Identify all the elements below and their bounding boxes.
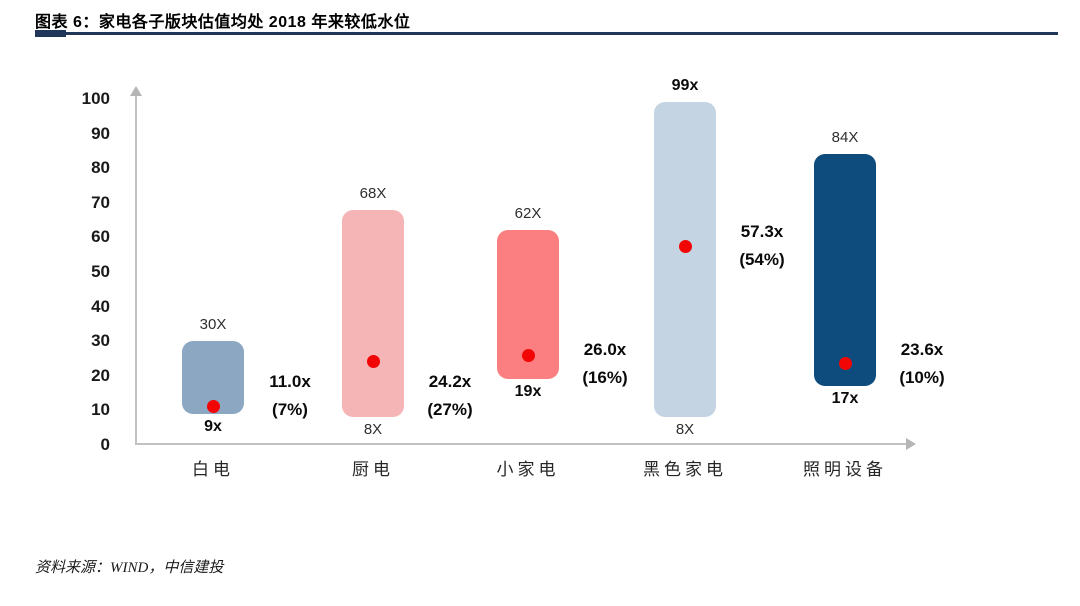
current-value-dot: [521, 348, 535, 362]
bar-max-label: 62X: [514, 205, 542, 223]
chart-area: 0 10 20 30 40 50 60 70 80 90 100 30X 9x 11.0x (7%) 白电 68…: [0, 55, 1080, 525]
percentile-label: (7%): [272, 400, 308, 419]
current-annotation: 23.6x (10%): [876, 336, 968, 392]
bar-max-label: 30X: [199, 316, 227, 334]
current-value-label: 57.3x: [740, 222, 784, 241]
title-rule: [35, 32, 1058, 35]
current-value-label: 26.0x: [583, 340, 627, 359]
bar-min-label: 19x: [514, 383, 542, 401]
category-label: 照明设备: [803, 460, 887, 479]
y-axis-arrow-icon: [130, 86, 142, 96]
y-tick-label: 90: [91, 123, 110, 143]
bar-max-label: 99x: [671, 77, 699, 95]
x-axis-arrow-icon: [906, 438, 916, 450]
current-value-label: 11.0x: [269, 372, 311, 391]
bar-max-label: 84X: [831, 129, 859, 147]
y-tick-label: 40: [91, 296, 110, 316]
bar-max-label: 68X: [359, 184, 387, 202]
percentile-label: (27%): [427, 400, 473, 419]
source-attribution: 资料来源：WIND，中信建投: [35, 560, 224, 576]
current-value-dot: [206, 400, 220, 414]
range-bar: [814, 154, 876, 387]
current-value-label: 23.6x: [900, 340, 944, 359]
range-bar: [342, 209, 404, 418]
category-label: 黑色家电: [643, 460, 727, 479]
current-annotation: 24.2x (27%): [404, 368, 496, 424]
percentile-label: (10%): [899, 368, 945, 387]
current-annotation: 26.0x (16%): [559, 336, 651, 392]
y-tick-label: 80: [91, 158, 110, 178]
y-axis-line: [135, 95, 137, 445]
category-label: 小家电: [496, 460, 560, 479]
current-value-dot: [678, 240, 692, 254]
percentile-label: (16%): [582, 368, 628, 387]
x-axis-line: [135, 443, 908, 445]
y-tick-label: 100: [81, 89, 110, 108]
y-tick-label: 20: [91, 365, 110, 385]
current-annotation: 57.3x (54%): [716, 218, 808, 274]
y-tick-label: 70: [91, 192, 110, 212]
range-bar: [654, 102, 716, 418]
bar-min-label: 8X: [363, 421, 383, 439]
figure-title: 图表 6：家电各子版块估值均处 2018 年来较低水位: [35, 14, 411, 31]
current-value-dot: [366, 354, 380, 368]
current-value-dot: [838, 356, 852, 370]
bar-min-label: 17x: [831, 390, 859, 408]
bar-min-label: 8X: [675, 421, 695, 439]
category-label: 厨电: [352, 460, 394, 479]
category-label: 白电: [192, 460, 234, 479]
current-value-label: 24.2x: [428, 372, 472, 391]
y-tick-label: 0: [100, 435, 110, 454]
current-annotation: 11.0x (7%): [244, 368, 336, 424]
bar-min-label: 9x: [204, 417, 222, 435]
percentile-label: (54%): [739, 250, 785, 269]
y-tick-label: 10: [91, 400, 110, 420]
y-tick-label: 30: [91, 331, 110, 351]
y-tick-label: 60: [91, 227, 110, 247]
y-tick-label: 50: [91, 262, 110, 281]
